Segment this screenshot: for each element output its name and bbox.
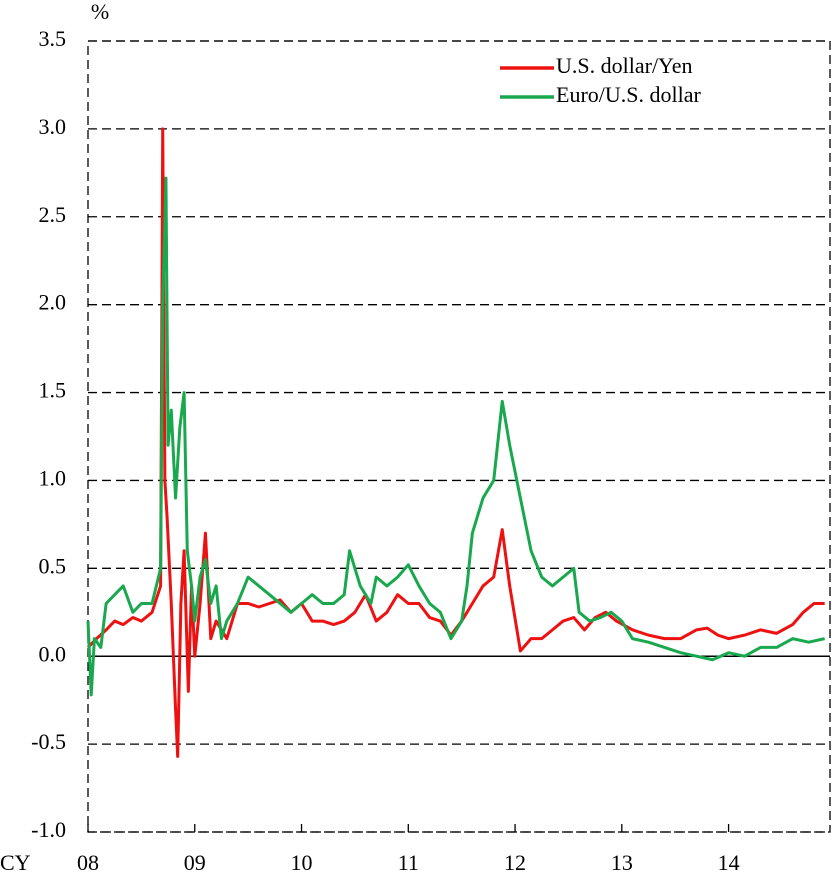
legend-label: Euro/U.S. dollar (556, 82, 701, 107)
y-tick-label: 0.0 (39, 641, 67, 666)
y-tick-label: 3.0 (39, 114, 67, 139)
x-tick-label: 10 (291, 850, 313, 875)
y-tick-label: 2.0 (39, 290, 67, 315)
series-line (86, 127, 825, 758)
x-tick-label: 14 (718, 850, 740, 875)
x-tick-label: 08 (77, 850, 99, 875)
legend-label: U.S. dollar/Yen (556, 53, 693, 78)
x-tick-label: 09 (184, 850, 206, 875)
x-tick-label: 11 (398, 850, 419, 875)
y-tick-label: 2.5 (39, 202, 67, 227)
y-axis-label: % (91, 0, 109, 24)
plot-border (87, 40, 831, 833)
y-tick-label: 1.0 (39, 465, 67, 490)
y-tick-label: 1.5 (39, 378, 67, 403)
y-tick-label: -0.5 (31, 729, 66, 754)
y-tick-label: -1.0 (31, 817, 66, 842)
y-tick-label: 3.5 (39, 26, 67, 51)
x-tick-label: 13 (611, 850, 633, 875)
series-line (86, 176, 825, 697)
x-axis-label: CY (0, 850, 31, 875)
y-tick-label: 0.5 (39, 553, 67, 578)
x-tick-label: 12 (504, 850, 526, 875)
